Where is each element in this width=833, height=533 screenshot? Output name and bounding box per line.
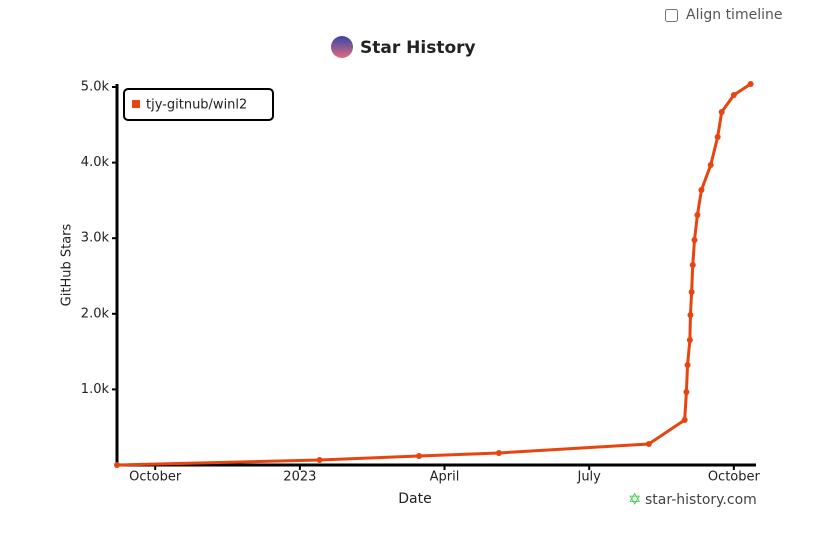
point (114, 462, 120, 468)
watermark-icon: ✡ (628, 490, 641, 509)
chart-title: Star History (360, 38, 476, 58)
x-tick-label: October (708, 470, 761, 485)
point (687, 312, 694, 319)
point (681, 417, 688, 424)
point (730, 92, 737, 99)
x-tick-label: 2023 (283, 470, 316, 485)
point (688, 289, 695, 296)
point (686, 337, 693, 344)
point (694, 211, 701, 218)
y-tick-label: 5.0k (81, 80, 110, 95)
point (698, 186, 705, 193)
point (316, 457, 323, 464)
logo (331, 36, 353, 58)
y-tick-label: 2.0k (81, 306, 110, 321)
point (691, 237, 698, 244)
y-tick-label: 1.0k (81, 382, 110, 397)
x-tick-label: April (430, 470, 460, 485)
point (689, 261, 696, 268)
legend-label: tjy-gitnub/winl2 (146, 98, 247, 113)
point (714, 133, 721, 140)
y-tick-label: 3.0k (81, 231, 110, 246)
legend-swatch (132, 100, 140, 108)
align-checkbox[interactable] (665, 8, 678, 22)
align-label: Align timeline (686, 7, 783, 23)
point (683, 388, 690, 395)
point (747, 80, 754, 87)
x-tick-label: October (129, 470, 182, 485)
watermark: star-history.com (645, 492, 757, 508)
point (645, 440, 652, 447)
point (707, 162, 714, 169)
series-line (116, 82, 752, 467)
y-tick-label: 4.0k (81, 155, 110, 170)
x-tick-label: July (576, 470, 601, 485)
point (416, 453, 423, 460)
legend (123, 88, 274, 121)
x-axis-label: Date (398, 491, 431, 507)
point (718, 109, 725, 116)
align-timeline[interactable]: Align timeline (665, 7, 782, 23)
point (495, 449, 502, 456)
y-axis-label: GitHub Stars (60, 223, 75, 306)
point (684, 361, 691, 368)
